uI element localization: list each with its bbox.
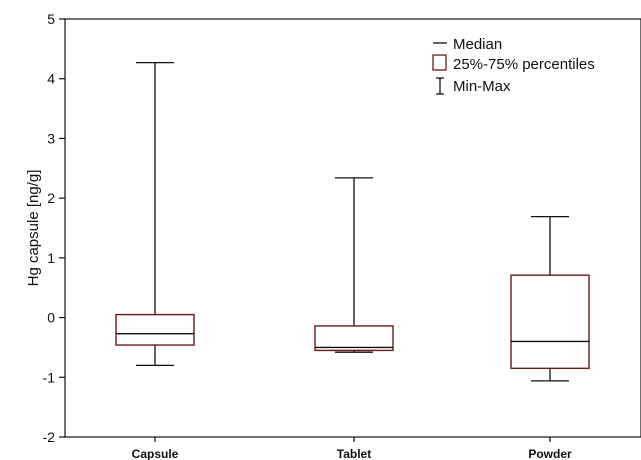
legend: Median 25%-75% percentiles Min-Max (432, 36, 595, 95)
box-capsule (115, 61, 195, 366)
x-tick-label-capsule: Capsule (132, 447, 179, 460)
x-axis: Capsule Tablet Powder (132, 437, 572, 460)
y-tick-label: 2 (47, 190, 55, 206)
iqr-box-powder (510, 274, 590, 370)
iqr-box-capsule (115, 313, 195, 346)
legend-whisker-icon (436, 77, 444, 95)
iqr-box-tablet (314, 325, 394, 352)
legend-median-label: Median (453, 36, 502, 53)
box-powder (510, 216, 590, 382)
y-tick-label: -2 (43, 429, 56, 445)
legend-box-icon (432, 54, 447, 71)
legend-box-label: 25%-75% percentiles (453, 56, 595, 73)
x-tick-label-tablet: Tablet (337, 447, 371, 460)
y-axis: -2 -1 0 1 2 3 4 5 (43, 11, 65, 445)
y-axis-title: Hg capsule [ng/g] (25, 170, 42, 287)
y-tick-label: 3 (47, 130, 55, 146)
y-tick-label: 0 (47, 310, 55, 326)
x-tick-label-powder: Powder (528, 447, 572, 460)
legend-whisker-label: Min-Max (453, 78, 511, 95)
y-tick-label: 5 (47, 11, 55, 27)
boxes-layer (115, 61, 590, 382)
plot-frame (64, 18, 641, 438)
y-tick-label: 4 (47, 71, 55, 87)
y-tick-label: -1 (43, 369, 56, 385)
box-tablet (314, 177, 394, 353)
y-tick-label: 1 (47, 250, 55, 266)
